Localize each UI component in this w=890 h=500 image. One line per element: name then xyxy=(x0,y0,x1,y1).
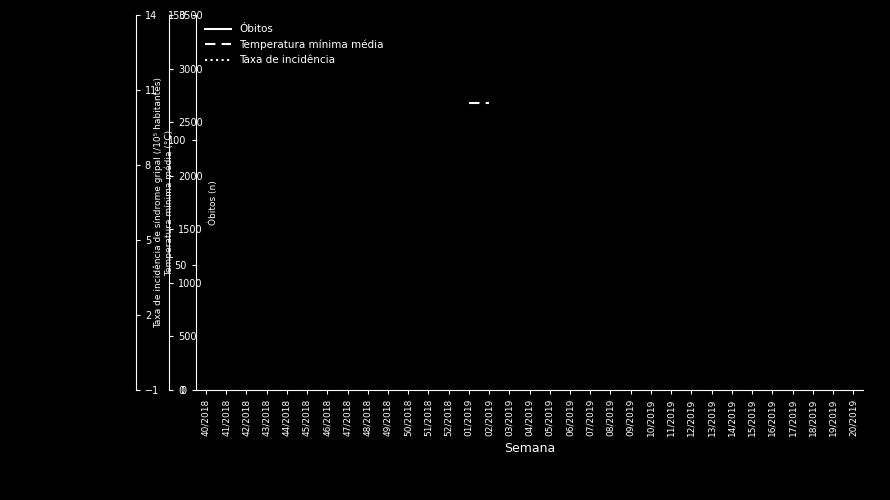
X-axis label: Semana: Semana xyxy=(504,442,555,455)
Y-axis label: Óbitos (n): Óbitos (n) xyxy=(208,180,218,225)
Y-axis label: Taxa de incidência de síndrome gripal (/10⁵ habitantes): Taxa de incidência de síndrome gripal (/… xyxy=(153,77,163,328)
Legend: Óbitos, Temperatura mínima média, Taxa de incidência: Óbitos, Temperatura mínima média, Taxa d… xyxy=(201,20,388,70)
Y-axis label: Temperatura mínima média (°C): Temperatura mínima média (°C) xyxy=(165,130,174,276)
